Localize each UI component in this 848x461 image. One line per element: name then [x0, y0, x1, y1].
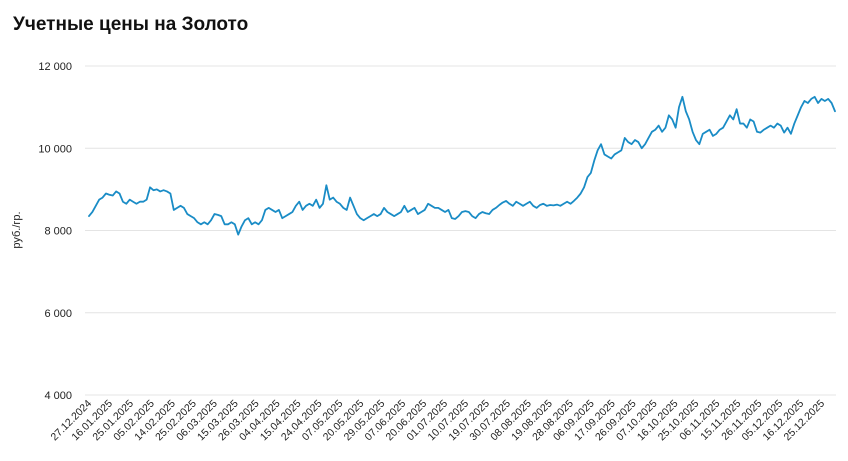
- y-axis-label: руб./гр.: [11, 211, 23, 248]
- y-tick-label: 4 000: [44, 390, 72, 402]
- y-tick-label: 8 000: [44, 226, 72, 238]
- page-title: Учетные цены на Золото: [13, 14, 249, 35]
- price-series-line: [88, 95, 836, 236]
- y-tick-label: 10 000: [38, 143, 72, 155]
- x-axis-ticks: 27.12.202416.01.202525.01.202505.02.2025…: [48, 398, 827, 444]
- y-tick-label: 12 000: [38, 61, 72, 73]
- gridlines: [85, 65, 836, 396]
- y-axis-ticks: 4 000 6 000 8 000 10 000 12 000: [38, 61, 72, 402]
- y-tick-label: 6 000: [44, 308, 72, 320]
